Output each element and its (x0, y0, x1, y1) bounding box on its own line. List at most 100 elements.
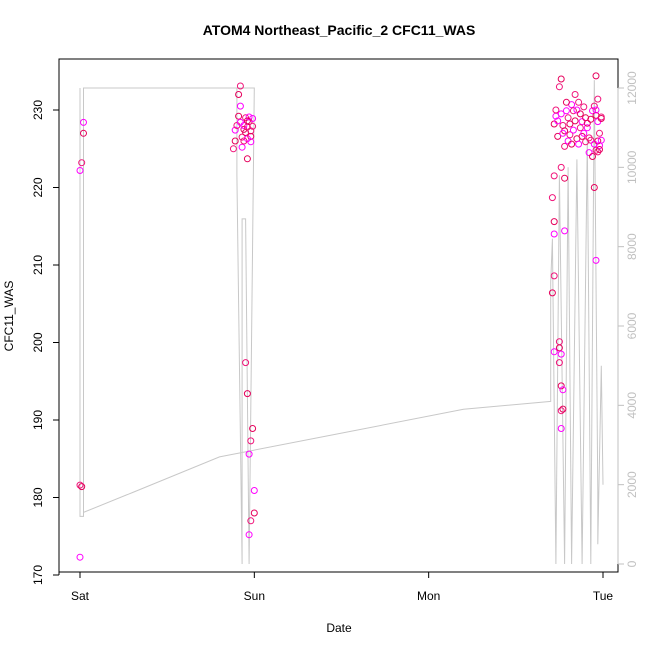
y-tick-label: 180 (31, 487, 45, 507)
data-point (555, 83, 563, 91)
data-point (243, 390, 251, 398)
data-point (80, 129, 87, 137)
data-point (561, 174, 569, 182)
y-axis-left: 170 180 190 200 210 220 230 (31, 100, 60, 585)
data-point (564, 114, 572, 122)
data-point (250, 509, 258, 517)
data-point (571, 91, 579, 98)
data-point (548, 194, 556, 202)
y2-tick-label: 2000 (625, 471, 639, 498)
data-point (580, 103, 588, 111)
y2-tick-label: 12000 (625, 71, 639, 105)
data-point (594, 95, 602, 103)
data-point (580, 129, 588, 137)
y-axis-right: 0 2000 4000 6000 8000 10000 12000 (617, 71, 639, 567)
data-point (559, 405, 567, 413)
data-point (78, 159, 86, 167)
x-tick-label: Sat (71, 589, 90, 603)
data-point (592, 256, 600, 264)
data-point (236, 82, 244, 90)
data-points (76, 72, 605, 561)
data-point (557, 407, 565, 415)
y-tick-label: 170 (31, 565, 45, 585)
data-point (236, 102, 244, 110)
data-point (592, 72, 600, 80)
data-point (550, 272, 558, 280)
data-point (242, 359, 250, 367)
data-point (590, 184, 598, 191)
data-point (596, 146, 603, 153)
data-point (562, 98, 570, 106)
y2-tick-label: 8000 (625, 233, 639, 260)
data-point (575, 98, 583, 106)
data-point (554, 132, 562, 140)
y2-tick-label: 6000 (625, 312, 639, 339)
data-point (587, 115, 595, 123)
data-point (597, 113, 605, 121)
data-point (597, 136, 605, 144)
x-tick-label: Tue (593, 589, 614, 603)
data-point (250, 487, 258, 494)
data-point (594, 137, 602, 145)
data-point (245, 113, 253, 121)
data-point (76, 167, 84, 174)
data-point (247, 138, 255, 146)
data-point (557, 425, 565, 432)
data-point (557, 163, 565, 171)
data-point (78, 483, 86, 491)
data-point (555, 359, 563, 367)
data-point (235, 112, 243, 120)
altitude-path (79, 80, 604, 565)
data-point (587, 136, 595, 144)
y2-tick-label: 0 (625, 560, 639, 567)
data-point (569, 126, 577, 134)
data-point (76, 481, 84, 489)
plot-frame (58, 58, 619, 573)
data-point (566, 131, 574, 139)
data-point (80, 118, 87, 126)
x-tick-label: Mon (417, 589, 440, 603)
data-point (231, 137, 239, 145)
y-axis-label: CFC11_WAS (2, 281, 16, 352)
data-point (245, 450, 253, 458)
x-axis-label: Date (326, 621, 352, 635)
data-point (583, 119, 591, 127)
data-point (550, 218, 558, 226)
data-point (247, 132, 255, 140)
data-point (566, 120, 574, 128)
y2-tick-label: 10000 (625, 150, 639, 184)
x-axis: Sat Sun Mon Tue (71, 571, 614, 603)
data-point (249, 425, 257, 432)
data-point (573, 106, 581, 114)
data-point (575, 140, 583, 148)
y-tick-label: 230 (31, 100, 45, 120)
data-point (554, 117, 562, 125)
altitude-line (79, 80, 604, 565)
data-point (247, 437, 255, 445)
data-point (557, 382, 565, 390)
data-point (245, 531, 253, 539)
data-point (247, 517, 255, 525)
y-tick-label: 220 (31, 177, 45, 197)
data-point (552, 106, 560, 114)
data-point (555, 344, 563, 352)
data-point (559, 129, 567, 137)
data-point (562, 107, 570, 115)
data-point (550, 172, 558, 180)
data-point (592, 106, 600, 114)
data-point (240, 137, 248, 145)
data-point (238, 143, 246, 151)
data-point (76, 553, 84, 561)
data-point (559, 386, 567, 394)
y-tick-label: 210 (31, 255, 45, 275)
data-point (249, 122, 257, 130)
y2-tick-label: 4000 (625, 392, 639, 419)
data-point (229, 145, 237, 153)
y-tick-label: 190 (31, 410, 45, 430)
data-point (568, 140, 576, 148)
data-point (550, 348, 558, 356)
data-point (243, 117, 251, 125)
data-point (240, 122, 248, 129)
data-point (548, 289, 556, 297)
